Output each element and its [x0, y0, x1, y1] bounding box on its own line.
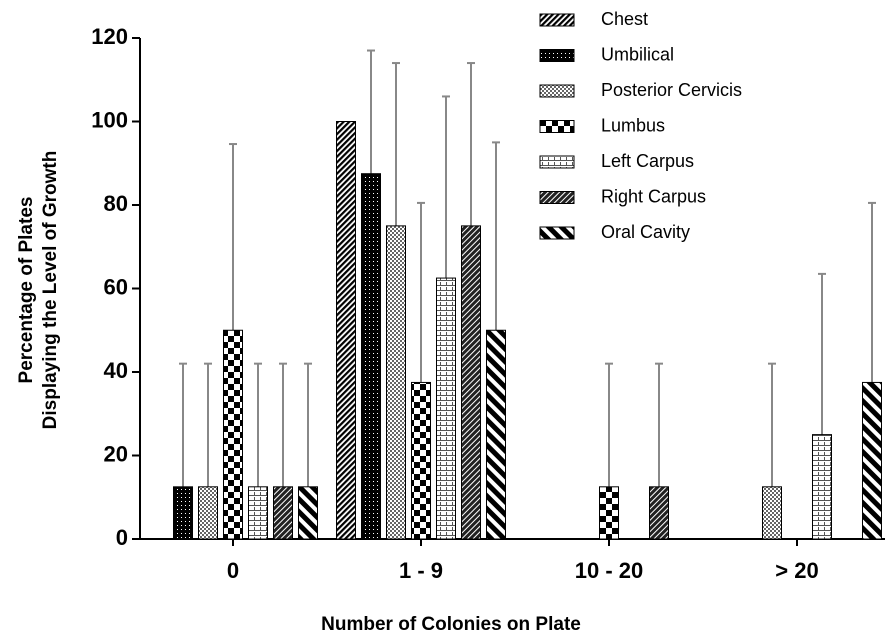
legend-swatch: [539, 13, 575, 27]
bar: [223, 329, 243, 540]
bar: [762, 486, 782, 540]
bar: [411, 381, 431, 540]
legend-swatch: [539, 191, 575, 204]
y-tick-label: 20: [104, 441, 128, 466]
x-tick-label: 10 - 20: [575, 558, 644, 583]
bar: [649, 486, 669, 540]
x-tick-label: 1 - 9: [399, 558, 443, 583]
legend-swatch: [539, 226, 575, 240]
legend-label: Lumbus: [601, 115, 665, 135]
bar: [248, 486, 268, 540]
legend-swatch: [539, 49, 575, 62]
y-tick-label: 100: [91, 107, 128, 132]
y-tick-label: 0: [116, 525, 128, 550]
bar: [599, 486, 619, 540]
bar: [361, 173, 381, 540]
bar: [461, 225, 481, 540]
legend-swatch: [539, 155, 575, 169]
bar: [173, 486, 193, 540]
x-tick-label: > 20: [775, 558, 818, 583]
legend-label: Posterior Cervicis: [601, 80, 742, 100]
legend-label: Chest: [601, 9, 648, 29]
bar: [436, 277, 456, 540]
bar: [273, 486, 293, 540]
legend-label: Umbilical: [601, 44, 674, 64]
bar: [198, 486, 218, 540]
legend-label: Right Carpus: [601, 186, 706, 206]
y-tick-label: 60: [104, 274, 128, 299]
legend-swatch: [539, 120, 575, 133]
legend-label: Left Carpus: [601, 151, 694, 171]
legend-label: Oral Cavity: [601, 222, 690, 242]
x-tick-label: 0: [227, 558, 239, 583]
bar: [386, 225, 406, 540]
y-tick-label: 40: [104, 358, 128, 383]
legend-swatch: [539, 84, 575, 98]
bar: [486, 329, 506, 540]
bar: [812, 434, 832, 540]
y-tick-label: 80: [104, 191, 128, 216]
y-axis-title: Percentage of Plates: [16, 197, 37, 384]
x-axis-title: Number of Colonies on Plate: [321, 614, 581, 635]
bar: [862, 381, 882, 540]
y-tick-label: 120: [91, 24, 128, 49]
bar: [298, 486, 318, 540]
bar: [336, 121, 356, 540]
y-axis-title: Displaying the Level of Growth: [40, 151, 61, 430]
